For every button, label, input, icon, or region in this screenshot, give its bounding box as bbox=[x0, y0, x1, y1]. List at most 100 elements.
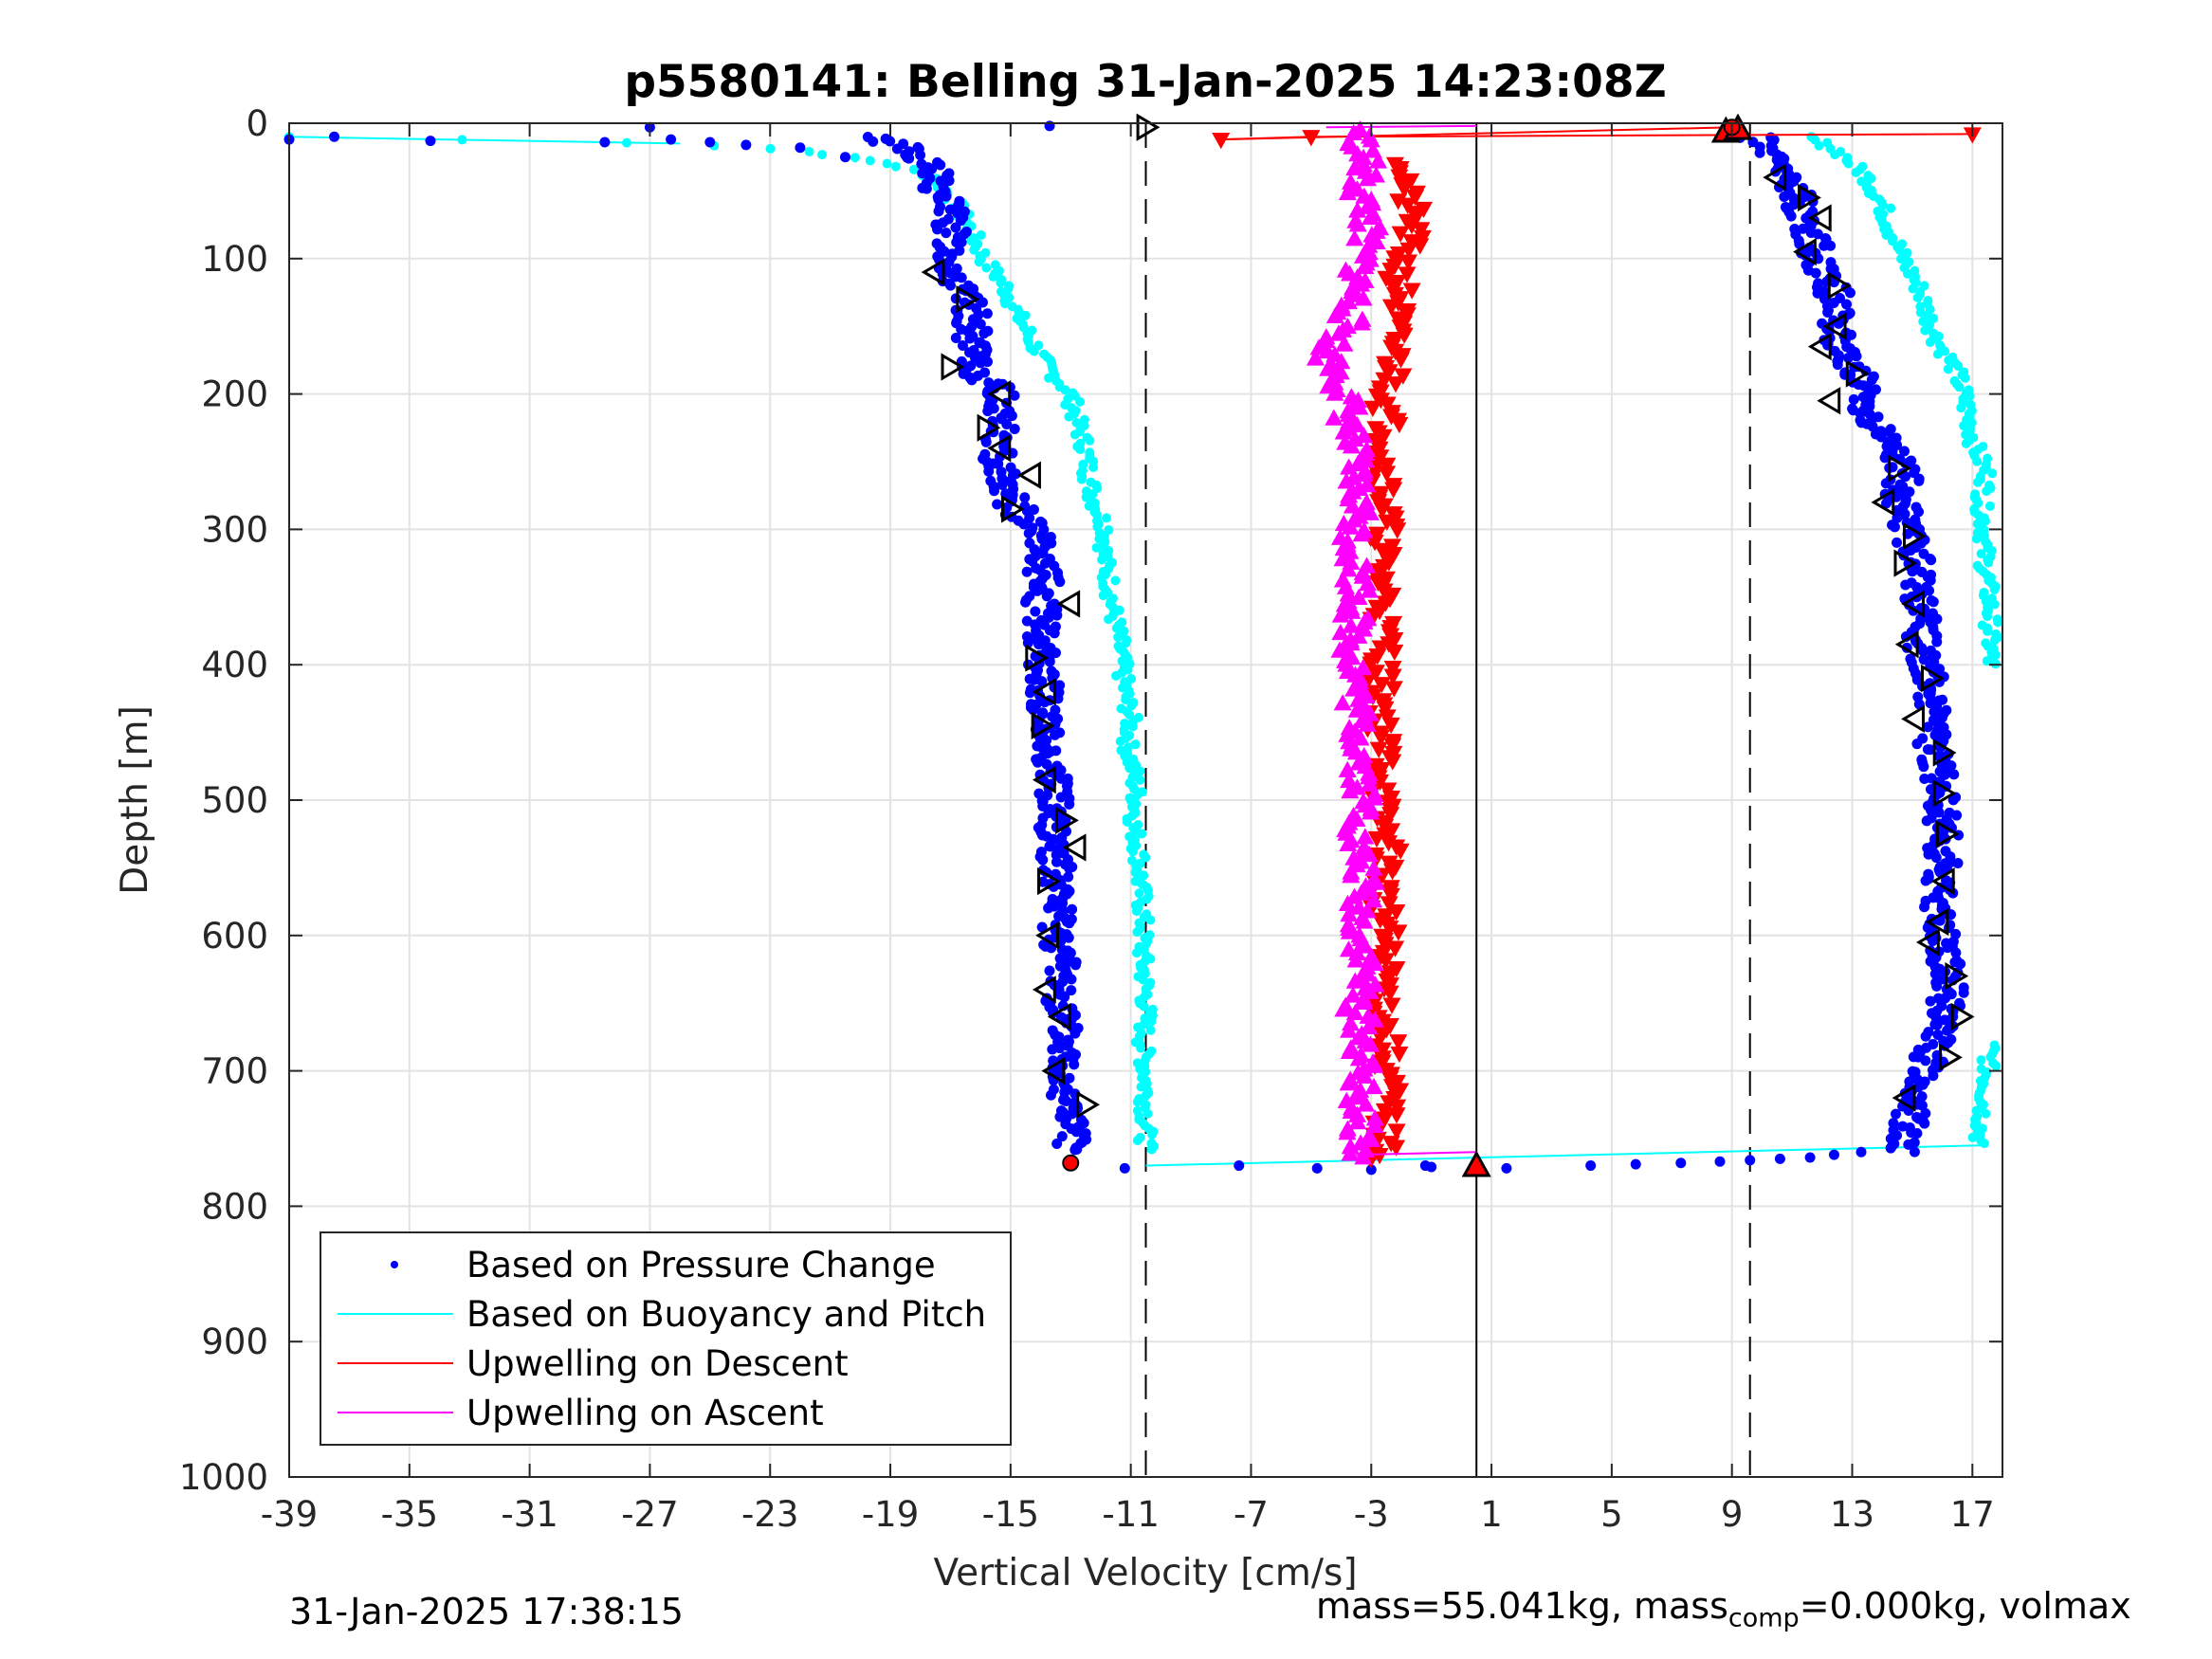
upwelling-descent-point bbox=[1380, 985, 1399, 1002]
upwelling-descent-point bbox=[1365, 535, 1384, 552]
pressure-point bbox=[941, 228, 952, 239]
buoyancy-point bbox=[1091, 542, 1102, 553]
marker-layer bbox=[921, 113, 1975, 1177]
pressure-point bbox=[1028, 704, 1039, 716]
pressure-point bbox=[1919, 773, 1930, 784]
descent-triangle-marker bbox=[956, 285, 980, 314]
pressure-point bbox=[1006, 410, 1017, 422]
buoyancy-point bbox=[1121, 695, 1131, 705]
pressure-point bbox=[1030, 606, 1041, 617]
pressure-point bbox=[1021, 615, 1033, 627]
buoyancy-point bbox=[1098, 591, 1108, 601]
pressure-point bbox=[1958, 987, 1969, 998]
upwelling-ascent-point bbox=[1349, 627, 1368, 644]
pressure-point bbox=[904, 153, 915, 164]
buoyancy-point bbox=[1943, 364, 1953, 374]
upwelling-ascent-point bbox=[1331, 623, 1350, 641]
pressure-point bbox=[1037, 854, 1049, 866]
pressure-point bbox=[1881, 498, 1892, 509]
ascent-triangle-marker bbox=[1888, 454, 1912, 483]
pressure-point bbox=[1024, 687, 1035, 699]
pressure-point bbox=[1918, 646, 1929, 657]
upwelling-ascent-point bbox=[1344, 887, 1364, 904]
buoyancy-point bbox=[621, 137, 631, 148]
descent-triangle-marker bbox=[1032, 765, 1056, 794]
ascent-triangle-marker bbox=[1932, 779, 1957, 808]
upwelling-descent-point bbox=[1371, 640, 1390, 657]
upwelling-descent-point bbox=[1380, 364, 1398, 381]
pressure-point bbox=[975, 319, 986, 330]
pressure-point bbox=[1885, 1142, 1896, 1154]
upwelling-ascent-point bbox=[1365, 1116, 1384, 1133]
pressure-point bbox=[1929, 968, 1941, 979]
pressure-point bbox=[1119, 1162, 1130, 1174]
buoyancy-point bbox=[1953, 361, 1964, 372]
buoyancy-line bbox=[288, 136, 681, 145]
ascent-triangle-marker bbox=[1894, 630, 1919, 659]
upwelling-descent-point bbox=[1363, 400, 1382, 417]
upwelling-ascent-point bbox=[1348, 1113, 1367, 1130]
buoyancy-point bbox=[1102, 513, 1112, 523]
upwelling-descent-point bbox=[1366, 665, 1385, 682]
buoyancy-point bbox=[1122, 816, 1132, 827]
x-tick-label: -27 bbox=[621, 1494, 678, 1535]
upwelling-descent-point bbox=[1378, 396, 1397, 413]
y-tick-label: 200 bbox=[201, 374, 268, 415]
buoyancy-point bbox=[1145, 1025, 1156, 1035]
buoyancy-point bbox=[1851, 167, 1861, 177]
upwelling-descent-point bbox=[1384, 482, 1403, 499]
buoyancy-point bbox=[1908, 283, 1918, 294]
ascent-triangle-marker bbox=[1817, 387, 1841, 415]
pressure-point bbox=[1067, 903, 1078, 915]
pressure-point bbox=[666, 134, 677, 145]
buoyancy-point bbox=[1147, 1129, 1158, 1139]
upwelling-descent-point bbox=[1382, 997, 1401, 1014]
pressure-point bbox=[1848, 393, 1859, 405]
buoyancy-point bbox=[996, 278, 1006, 288]
buoyancy-point bbox=[1989, 599, 2000, 610]
upwelling-ascent-point bbox=[1344, 123, 1363, 140]
pressure-point bbox=[868, 136, 879, 147]
pressure-point bbox=[1931, 980, 1943, 992]
footer-timestamp: 31-Jan-2025 17:38:15 bbox=[289, 1591, 684, 1632]
pressure-point bbox=[1009, 390, 1020, 401]
mass-prefix: mass=55.041kg, mass bbox=[1316, 1585, 1728, 1627]
upwelling-descent-point bbox=[1372, 677, 1391, 694]
ticks bbox=[288, 122, 2002, 1478]
pressure-point bbox=[1774, 1153, 1785, 1164]
buoyancy-point bbox=[1814, 140, 1824, 151]
buoyancy-point bbox=[1029, 346, 1039, 356]
descent-triangle-marker bbox=[921, 258, 945, 286]
upwelling-descent-point bbox=[1377, 465, 1397, 483]
buoyancy-point bbox=[1925, 337, 1935, 348]
pressure-point bbox=[996, 479, 1008, 490]
upwelling-descent-point bbox=[1385, 644, 1404, 662]
pressure-point bbox=[1051, 610, 1063, 621]
upwelling-descent-point bbox=[1376, 701, 1395, 718]
pressure-point bbox=[1955, 958, 1966, 970]
upwelling-ascent-point bbox=[1360, 581, 1379, 598]
pressure-point bbox=[1928, 596, 1939, 608]
upwelling-descent-line bbox=[1220, 126, 1732, 141]
pressure-point bbox=[944, 280, 956, 291]
upwelling-ascent-point bbox=[1349, 1049, 1368, 1066]
buoyancy-point bbox=[1920, 325, 1930, 336]
buoyancy-point bbox=[817, 150, 828, 160]
buoyancy-point bbox=[1130, 739, 1141, 750]
upwelling-ascent-point bbox=[1341, 1144, 1360, 1161]
descent-triangle-marker bbox=[1136, 113, 1161, 141]
upwelling-ascent-point bbox=[1347, 415, 1366, 433]
ascent-triangle-marker bbox=[1925, 907, 1949, 937]
pressure-point bbox=[1365, 1164, 1377, 1176]
buoyancy-point bbox=[1932, 349, 1943, 359]
upwelling-ascent-point bbox=[1340, 1021, 1359, 1038]
upwelling-ascent-point bbox=[1349, 588, 1368, 606]
descent-triangle-marker bbox=[1036, 867, 1061, 896]
pressure-point bbox=[1856, 1146, 1867, 1158]
pressure-point bbox=[1036, 676, 1048, 687]
buoyancy-point bbox=[1971, 534, 1982, 544]
buoyancy-point bbox=[1146, 1144, 1157, 1155]
pressure-point bbox=[1714, 1156, 1726, 1167]
pressure-point bbox=[1061, 1096, 1072, 1107]
